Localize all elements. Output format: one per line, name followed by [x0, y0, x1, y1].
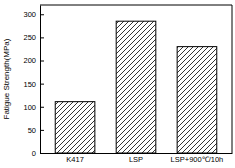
bar [177, 47, 217, 153]
y-axis: 0 50 100 150 200 250 300 [23, 6, 44, 158]
y-tick-label: 200 [23, 56, 36, 65]
x-tick-label: LSP+900℃/10h [171, 155, 224, 164]
y-tick-mark [40, 107, 44, 108]
y-tick: 150 [23, 80, 44, 89]
y-tick-mark [40, 84, 44, 85]
y-tick: 100 [23, 103, 44, 112]
x-tick-label: K417 [66, 155, 84, 164]
y-tick-label: 0 [32, 149, 36, 158]
x-axis-line [41, 153, 233, 154]
bars [55, 21, 217, 153]
y-tick-label: 50 [28, 126, 36, 135]
x-axis: K417 LSP LSP+900℃/10h [41, 153, 233, 164]
chart: 0 50 100 150 200 250 300 K417 LSP LSP+900℃/10h Fat… [0, 0, 235, 168]
y-axis-title: Fatigue Strength(MPa) [2, 38, 11, 119]
y-tick-mark [40, 61, 44, 62]
y-tick: 250 [23, 33, 44, 42]
y-tick-label: 100 [23, 103, 36, 112]
y-tick: 300 [23, 10, 44, 19]
y-tick-mark [40, 14, 44, 15]
x-tick-label: LSP [129, 155, 143, 164]
x-tick: LSP [129, 153, 143, 164]
y-tick-mark [40, 130, 44, 131]
y-tick-label: 250 [23, 33, 36, 42]
y-tick: 50 [28, 126, 44, 135]
plot: 0 50 100 150 200 250 300 K417 LSP LSP+900℃/10h [23, 5, 232, 164]
y-tick: 200 [23, 56, 44, 65]
y-tick-label: 300 [23, 10, 36, 19]
frame [232, 5, 233, 153]
y-axis-line [40, 6, 41, 154]
bar [55, 102, 95, 153]
y-tick-mark [40, 37, 44, 38]
x-tick: K417 [66, 153, 84, 164]
frame [40, 5, 232, 6]
x-tick: LSP+900℃/10h [171, 153, 224, 164]
y-tick-label: 150 [23, 80, 36, 89]
bar [116, 21, 156, 153]
